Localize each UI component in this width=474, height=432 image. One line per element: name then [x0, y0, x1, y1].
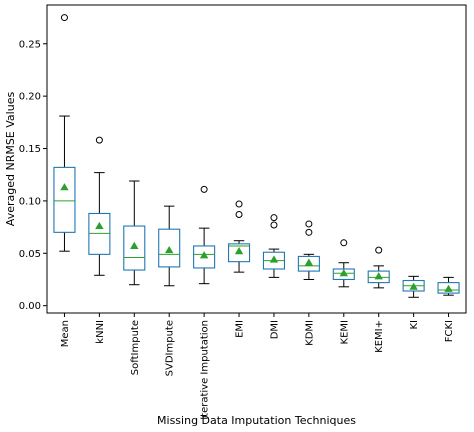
outlier-point	[235, 211, 243, 219]
outlier-point	[270, 214, 278, 222]
x-tick-label: KEMI+	[374, 320, 385, 353]
iqr-box	[193, 245, 216, 269]
x-tick-label: DMI	[269, 320, 280, 339]
mean-marker	[60, 183, 69, 191]
box-group-9	[367, 246, 390, 289]
box-group-11	[437, 276, 460, 296]
mean-marker	[374, 272, 383, 280]
outlier-point	[375, 246, 383, 254]
y-axis-label: Averaged NRMSE Values	[4, 92, 17, 227]
x-tick-label: KEMI	[339, 320, 350, 344]
x-axis-label: Missing Data Imputation Techniques	[157, 414, 356, 427]
y-tick-label: 0.15	[19, 144, 41, 155]
mean-marker	[234, 246, 244, 255]
y-tick-label: 0.10	[19, 196, 41, 207]
iqr-box	[158, 228, 181, 268]
outlier-point	[200, 185, 208, 193]
outlier-point	[95, 136, 103, 144]
box-group-0	[53, 14, 76, 252]
box-group-3	[158, 205, 181, 287]
iqr-box	[88, 212, 111, 255]
x-tick-label: SoftImpute	[130, 320, 141, 375]
iqr-box	[53, 166, 76, 233]
x-tick-label: FCKI	[444, 320, 455, 342]
outlier-point	[305, 228, 313, 236]
mean-marker	[409, 282, 418, 290]
box-group-6	[262, 214, 286, 278]
mean-marker	[269, 255, 279, 263]
box-group-1	[88, 136, 111, 276]
plot-frame	[46, 4, 467, 314]
mean-marker	[304, 258, 314, 266]
x-tick-label: EMI	[235, 320, 246, 338]
x-tick-label: Iterative Imputation	[200, 320, 211, 420]
iqr-box	[227, 243, 251, 263]
mean-marker	[339, 268, 348, 277]
y-tick-label: 0.25	[19, 39, 41, 50]
x-tick-label: Mean	[60, 320, 71, 347]
outlier-point	[270, 221, 278, 229]
plot-area	[53, 14, 460, 298]
x-axis-ticks: Mean kNNI SoftImpute SVDImpute Iterative Imp…	[60, 313, 455, 420]
box-group-8	[332, 239, 355, 288]
box-group-5	[227, 200, 251, 273]
x-tick-label: SVDImpute	[165, 320, 176, 376]
outlier-point	[340, 239, 348, 247]
y-tick-label: 0.20	[19, 92, 41, 103]
y-tick-label: 0.00	[19, 301, 41, 312]
mean-marker	[165, 245, 174, 254]
mean-marker	[130, 241, 139, 249]
box-group-7	[297, 220, 320, 280]
y-axis-ticks: 0.00 0.05 0.10 0.15 0.20 0.25	[19, 39, 47, 312]
box-group-10	[402, 275, 425, 298]
box-group-2	[123, 180, 146, 286]
box-group-4	[193, 185, 216, 285]
iqr-box	[123, 225, 146, 271]
mean-marker	[95, 221, 104, 230]
iqr-box	[437, 282, 460, 294]
outlier-point	[305, 220, 313, 228]
y-tick-label: 0.05	[19, 249, 41, 260]
x-tick-label: KDMI	[304, 320, 315, 346]
x-tick-label: KI	[409, 320, 420, 330]
outlier-point	[235, 200, 243, 208]
outlier-point	[60, 14, 68, 22]
mean-marker	[444, 284, 453, 292]
iqr-box	[367, 270, 390, 284]
mean-marker	[199, 251, 209, 259]
iqr-box	[297, 255, 320, 272]
x-tick-label: kNNI	[95, 320, 106, 344]
